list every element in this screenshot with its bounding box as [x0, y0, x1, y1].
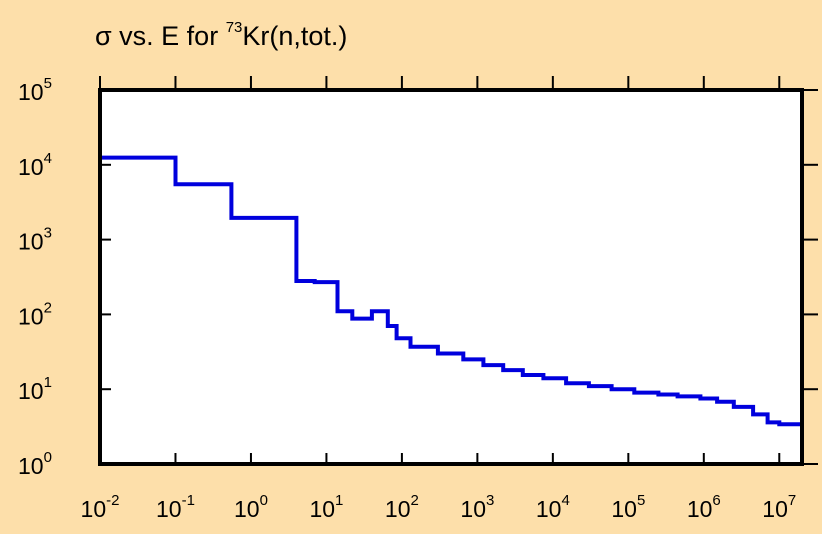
y-tick-label: 101 [18, 374, 52, 404]
plot-area [100, 90, 802, 464]
x-tick-label: 106 [687, 492, 721, 522]
x-tick-label: 103 [460, 492, 494, 522]
y-tick-label: 104 [18, 150, 52, 180]
x-tick-label: 10-1 [156, 492, 195, 522]
x-tick-label: 101 [309, 492, 343, 522]
y-tick-label: 103 [18, 225, 52, 255]
y-tick-label: 105 [18, 75, 52, 105]
plot-frame [98, 88, 804, 466]
x-tick-label: 104 [536, 492, 570, 522]
x-tick-label: 107 [762, 492, 796, 522]
series-layer [98, 155, 802, 464]
y-tick-label: 100 [18, 449, 52, 479]
y-tick-labels: 100 101 102 103 104 105 [18, 75, 52, 479]
title-suffix: Kr(n,tot.) [242, 21, 347, 51]
x-tick-label: 102 [385, 492, 419, 522]
x-tick-label: 105 [611, 492, 645, 522]
x-tick-label: 10-2 [81, 492, 120, 522]
title-mass-number: 73 [226, 19, 243, 36]
y-tick-label: 102 [18, 299, 52, 329]
series-line [98, 155, 802, 464]
x-tick-labels: 10-2 10-1 100 101 102 103 104 105 106 107 [81, 492, 797, 522]
chart-title: σ vs. E for 73Kr(n,tot.) [95, 19, 347, 51]
x-tick-label: 100 [234, 492, 268, 522]
title-prefix: σ vs. E for [95, 21, 226, 51]
